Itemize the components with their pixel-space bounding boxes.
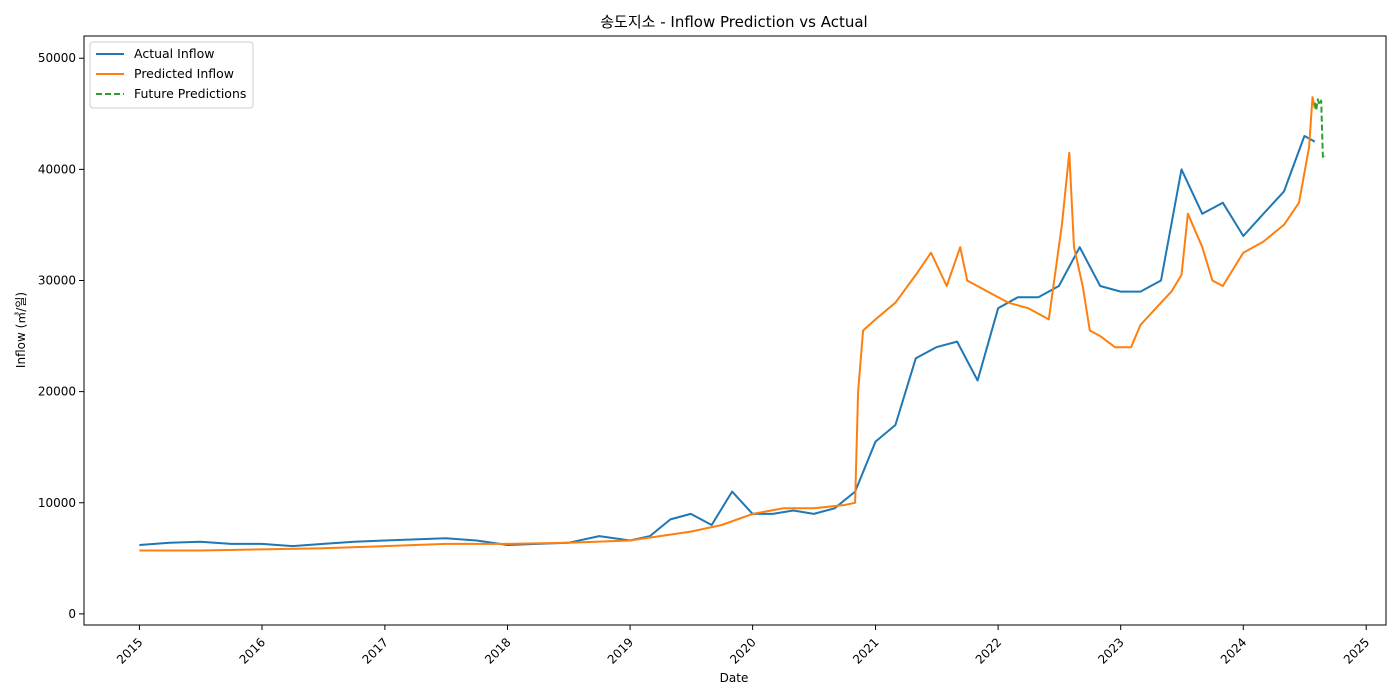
legend-box <box>89 41 254 109</box>
series-line-1 <box>139 135 1316 548</box>
x-axis-label: Date <box>720 671 749 685</box>
legend-label: Actual Inflow <box>134 46 215 61</box>
legend-label: Predicted Inflow <box>134 66 234 81</box>
y-tick-label: 0 <box>68 607 76 621</box>
y-tick-label: 30000 <box>38 273 76 287</box>
y-tick-label: 10000 <box>38 496 76 510</box>
legend-label: Future Predictions <box>134 86 246 101</box>
plot-area <box>139 96 1326 552</box>
plot-frame <box>83 35 1387 626</box>
y-axis-label: Inflow (㎥/일) <box>14 292 28 368</box>
legend: Actual Inflow Predicted Inflow Future Pred… <box>89 41 254 109</box>
series-line-2 <box>139 96 1316 552</box>
y-axis: 0 10000 20000 30000 40000 50000 <box>38 51 84 621</box>
y-tick-label: 20000 <box>38 385 76 399</box>
y-tick-label: 40000 <box>38 162 76 176</box>
chart-title: 송도지소 - Inflow Prediction vs Actual <box>600 13 867 31</box>
y-tick-label: 50000 <box>38 51 76 65</box>
